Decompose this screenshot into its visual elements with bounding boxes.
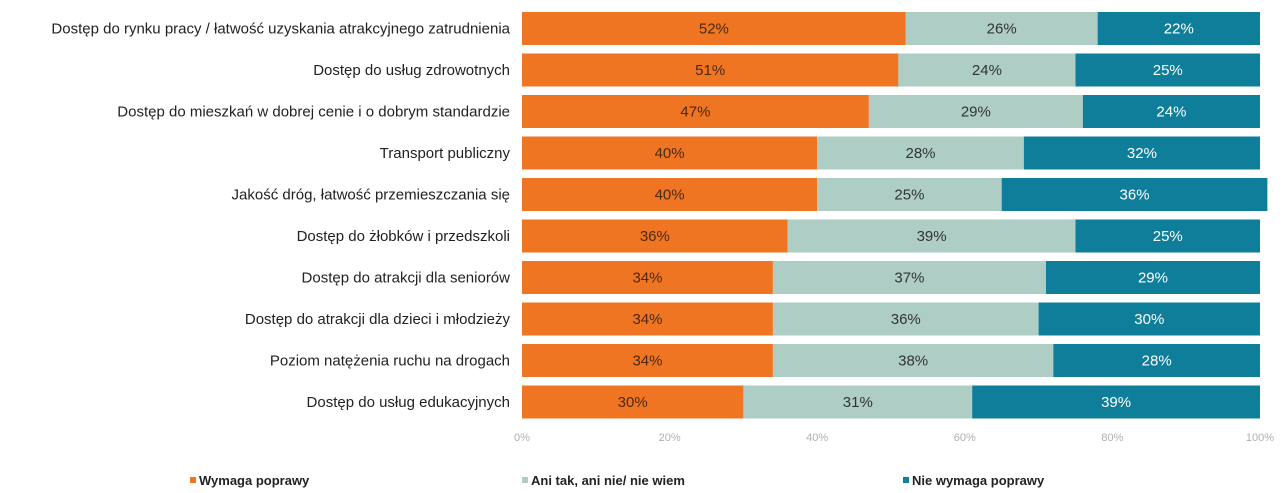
bar-segment <box>1075 219 1260 253</box>
bars-layer: 52% 26% 22% 51% 24% 25% 47% 29% 24% 40% 28% 32% 40% 2… <box>522 12 1268 419</box>
bar-segment <box>972 385 1260 419</box>
bar-segment <box>522 95 869 128</box>
bar-segment <box>787 219 1076 253</box>
data-label: 22% <box>1164 21 1194 38</box>
category-label: Dostęp do żłobków i przedszkoli <box>297 228 510 245</box>
x-tick-label: 40% <box>806 432 828 444</box>
data-label: 24% <box>1156 104 1186 121</box>
bar-segment <box>522 136 818 170</box>
bar-segment <box>522 261 773 294</box>
category-label: Dostęp do atrakcji dla dzieci i młodzież… <box>245 311 511 328</box>
bar-segment <box>817 136 1024 170</box>
data-label: 38% <box>898 353 928 370</box>
bar-segment <box>522 302 773 336</box>
data-label: 25% <box>894 187 924 204</box>
data-label: 51% <box>695 62 725 79</box>
bar-segment <box>522 53 899 87</box>
data-label: 28% <box>906 145 936 162</box>
category-label: Dostęp do mieszkań w dobrej cenie i o do… <box>117 104 510 121</box>
data-label: 28% <box>1142 353 1172 370</box>
category-label: Dostęp do usług zdrowotnych <box>313 62 510 79</box>
bar-segment <box>898 53 1076 87</box>
category-label: Dostęp do rynku pracy / łatwość uzyskani… <box>51 21 510 38</box>
legend-swatch <box>903 477 909 483</box>
data-label: 34% <box>632 270 662 287</box>
data-label: 31% <box>843 394 873 411</box>
data-label: 36% <box>1120 187 1150 204</box>
bar-segment <box>522 344 773 377</box>
bar-segment <box>817 178 1002 211</box>
bar-segment <box>905 12 1098 45</box>
x-tick-label: 100% <box>1246 432 1274 444</box>
data-label: 30% <box>618 394 648 411</box>
data-label: 40% <box>655 187 685 204</box>
bar-segment <box>1038 302 1260 336</box>
category-label: Dostęp do atrakcji dla seniorów <box>302 270 511 287</box>
legend: Wymaga poprawy Ani tak, ani nie/ nie wiem… <box>190 473 1045 488</box>
category-label: Transport publiczny <box>380 145 511 162</box>
data-label: 36% <box>640 228 670 245</box>
data-label: 30% <box>1134 311 1164 328</box>
category-labels: Dostęp do rynku pracy / łatwość uzyskani… <box>51 21 510 412</box>
x-axis: 0% 20% 40% 60% 80% 100% <box>514 432 1274 444</box>
bar-segment <box>1082 95 1260 128</box>
x-tick-label: 60% <box>954 432 976 444</box>
bar-segment <box>1001 178 1268 211</box>
category-label: Jakość dróg, łatwość przemieszczania się <box>232 187 510 204</box>
data-label: 32% <box>1127 145 1157 162</box>
data-label: 37% <box>894 270 924 287</box>
bar-segment <box>522 385 744 419</box>
data-label: 47% <box>680 104 710 121</box>
legend-label: Ani tak, ani nie/ nie wiem <box>531 473 685 488</box>
x-tick-label: 80% <box>1101 432 1123 444</box>
bar-segment <box>1023 136 1260 170</box>
bar-segment <box>868 95 1083 128</box>
bar-segment <box>1045 261 1260 294</box>
x-tick-label: 0% <box>514 432 530 444</box>
data-label: 29% <box>1138 270 1168 287</box>
data-label: 36% <box>891 311 921 328</box>
legend-label: Wymaga poprawy <box>199 473 310 488</box>
data-label: 34% <box>632 311 662 328</box>
bar-segment <box>1075 53 1260 87</box>
bar-segment <box>522 178 818 211</box>
data-label: 29% <box>961 104 991 121</box>
bar-segment <box>772 344 1054 377</box>
legend-swatch <box>190 477 196 483</box>
category-label: Dostęp do usług edukacyjnych <box>307 394 510 411</box>
bar-segment <box>772 261 1046 294</box>
data-label: 39% <box>1101 394 1131 411</box>
bar-segment <box>772 302 1039 336</box>
bar-segment <box>1097 12 1260 45</box>
x-tick-label: 20% <box>659 432 681 444</box>
bar-segment <box>522 12 906 45</box>
data-label: 25% <box>1153 62 1183 79</box>
data-label: 52% <box>699 21 729 38</box>
data-label: 26% <box>987 21 1017 38</box>
category-label: Poziom natężenia ruchu na drogach <box>270 353 510 370</box>
data-label: 40% <box>655 145 685 162</box>
data-label: 34% <box>632 353 662 370</box>
bar-segment <box>1053 344 1260 377</box>
data-label: 24% <box>972 62 1002 79</box>
bar-segment <box>522 219 788 253</box>
data-label: 39% <box>917 228 947 245</box>
bar-segment <box>743 385 973 419</box>
legend-label: Nie wymaga poprawy <box>912 473 1045 488</box>
legend-swatch <box>522 477 528 483</box>
data-label: 25% <box>1153 228 1183 245</box>
